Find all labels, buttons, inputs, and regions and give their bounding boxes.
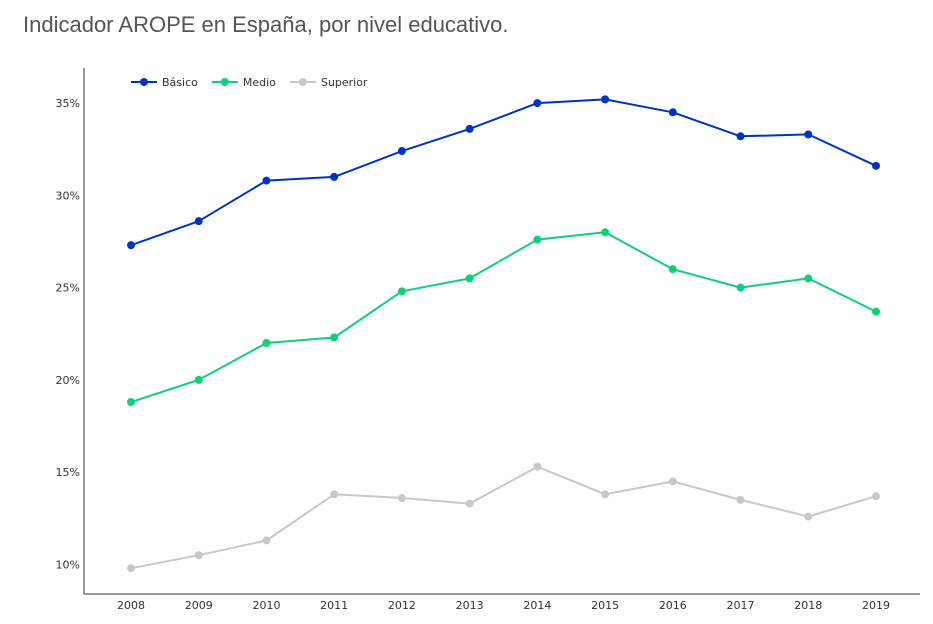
data-point	[601, 490, 610, 499]
data-point	[127, 564, 135, 573]
series-medio	[127, 228, 880, 407]
data-point	[397, 147, 406, 156]
data-point	[465, 124, 474, 133]
legend-label: Superior	[321, 76, 368, 89]
x-tick-label: 2014	[523, 599, 551, 612]
data-point	[465, 499, 474, 508]
x-tick-label: 2015	[591, 599, 619, 612]
x-tick-label: 2017	[727, 599, 755, 612]
data-point	[194, 551, 203, 560]
data-point	[533, 235, 542, 244]
series-superior	[127, 462, 880, 573]
x-tick-label: 2016	[659, 599, 687, 612]
data-point	[262, 176, 271, 185]
data-point	[533, 462, 542, 471]
data-point	[194, 217, 203, 226]
series-line	[130, 98, 877, 247]
y-tick-label: 20%	[56, 374, 80, 387]
data-point	[736, 283, 745, 292]
data-point	[330, 490, 339, 499]
series-layer	[127, 95, 880, 573]
series-básico	[127, 95, 880, 250]
data-point	[804, 130, 813, 139]
y-tick-label: 10%	[56, 558, 80, 571]
data-point	[601, 95, 610, 104]
legend-item: Medio	[211, 76, 276, 89]
data-point	[127, 241, 135, 250]
data-point	[668, 108, 677, 117]
data-point	[872, 161, 880, 170]
x-axis-ticks: 2008 2009 2010 2011 2012 2013 2014 2015 2016 2017…	[117, 599, 890, 612]
data-point	[804, 274, 813, 283]
x-tick-label: 2018	[794, 599, 822, 612]
series-line	[130, 231, 877, 404]
legend-swatch-marker	[220, 78, 229, 86]
y-tick-label: 30%	[56, 189, 80, 202]
data-point	[736, 495, 745, 504]
series-line	[130, 465, 877, 570]
legend-item: Básico	[131, 76, 198, 89]
data-point	[330, 172, 339, 181]
x-tick-label: 2013	[456, 599, 484, 612]
data-point	[127, 398, 135, 407]
data-point	[668, 265, 677, 274]
data-point	[465, 274, 474, 283]
data-point	[533, 99, 542, 108]
data-point	[262, 536, 271, 545]
x-tick-label: 2012	[388, 599, 416, 612]
data-point	[262, 338, 271, 347]
legend-swatch-marker	[298, 78, 307, 86]
x-tick-label: 2009	[185, 599, 213, 612]
x-tick-label: 2011	[320, 599, 348, 612]
x-tick-label: 2010	[252, 599, 280, 612]
chart-title: Indicador AROPE en España, por nivel edu…	[23, 12, 509, 37]
data-point	[194, 375, 203, 384]
legend: Básico Medio Superior	[131, 76, 368, 89]
data-point	[872, 307, 880, 316]
legend-swatch-marker	[140, 78, 148, 86]
y-tick-label: 25%	[56, 282, 80, 295]
data-point	[668, 477, 677, 486]
data-point	[397, 494, 406, 503]
legend-item: Superior	[289, 76, 368, 89]
legend-label: Medio	[243, 76, 276, 89]
x-tick-label: 2008	[117, 599, 145, 612]
data-point	[601, 228, 610, 237]
data-point	[397, 287, 406, 296]
data-point	[804, 512, 813, 521]
data-point	[872, 492, 880, 501]
y-tick-label: 35%	[56, 97, 80, 110]
y-axis-ticks: 10% 15% 20% 25% 30% 35%	[56, 97, 80, 571]
y-tick-label: 15%	[56, 466, 80, 479]
data-point	[736, 132, 745, 141]
legend-label: Básico	[162, 76, 198, 89]
data-point	[330, 333, 339, 342]
x-tick-label: 2019	[862, 599, 890, 612]
